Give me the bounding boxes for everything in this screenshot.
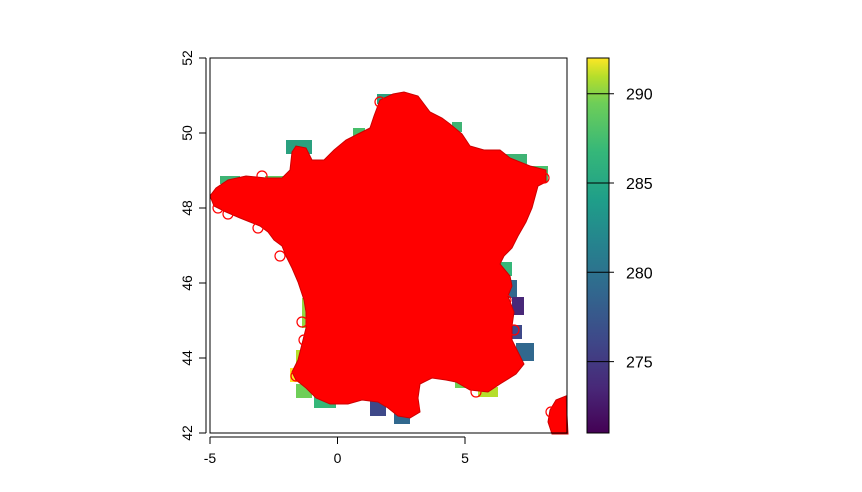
point-marker [222,208,234,220]
point-marker [290,370,302,382]
y-tick-label: 50 [179,125,195,141]
x-tick-label: 0 [334,450,342,466]
raster-cell [512,297,524,315]
point-marker [274,250,286,262]
y-tick-label: 42 [179,425,195,441]
point-marker [470,386,482,398]
colorbar-ticks: 275 280 285 290 [587,87,653,372]
point-marker [538,172,550,184]
x-tick-label: -5 [204,450,217,466]
point-marker [508,324,520,336]
x-axis: -5 0 5 [204,436,469,466]
raster-cell [452,122,462,132]
point-marker [298,334,310,346]
point-marker [256,170,268,182]
mainland-points [209,91,547,419]
plot-frame [209,57,568,434]
point-marker [408,402,420,414]
y-tick-label: 48 [179,200,195,216]
y-tick-label: 44 [179,350,195,366]
corsica-points [547,395,569,435]
y-tick-label: 46 [179,275,195,291]
raster-cell [503,154,527,164]
colorbar-tick-label: 285 [626,176,653,193]
point-marker [545,406,557,418]
point-marker [252,222,264,234]
x-tick-label: 5 [461,450,469,466]
colorbar-tick-label: 290 [626,87,653,104]
colorbar-gradient [586,57,610,434]
colorbar: 275 280 285 290 [586,57,653,434]
colorbar-tick-label: 280 [626,265,653,282]
colorbar-tick-label: 275 [626,355,653,372]
y-axis: 42 44 46 48 50 52 [179,50,207,441]
point-marker [212,202,224,214]
point-marker [296,316,308,328]
point-marker [374,96,386,108]
y-tick-label: 52 [179,50,195,66]
point-marker [500,294,512,306]
point-cloud [209,91,569,435]
